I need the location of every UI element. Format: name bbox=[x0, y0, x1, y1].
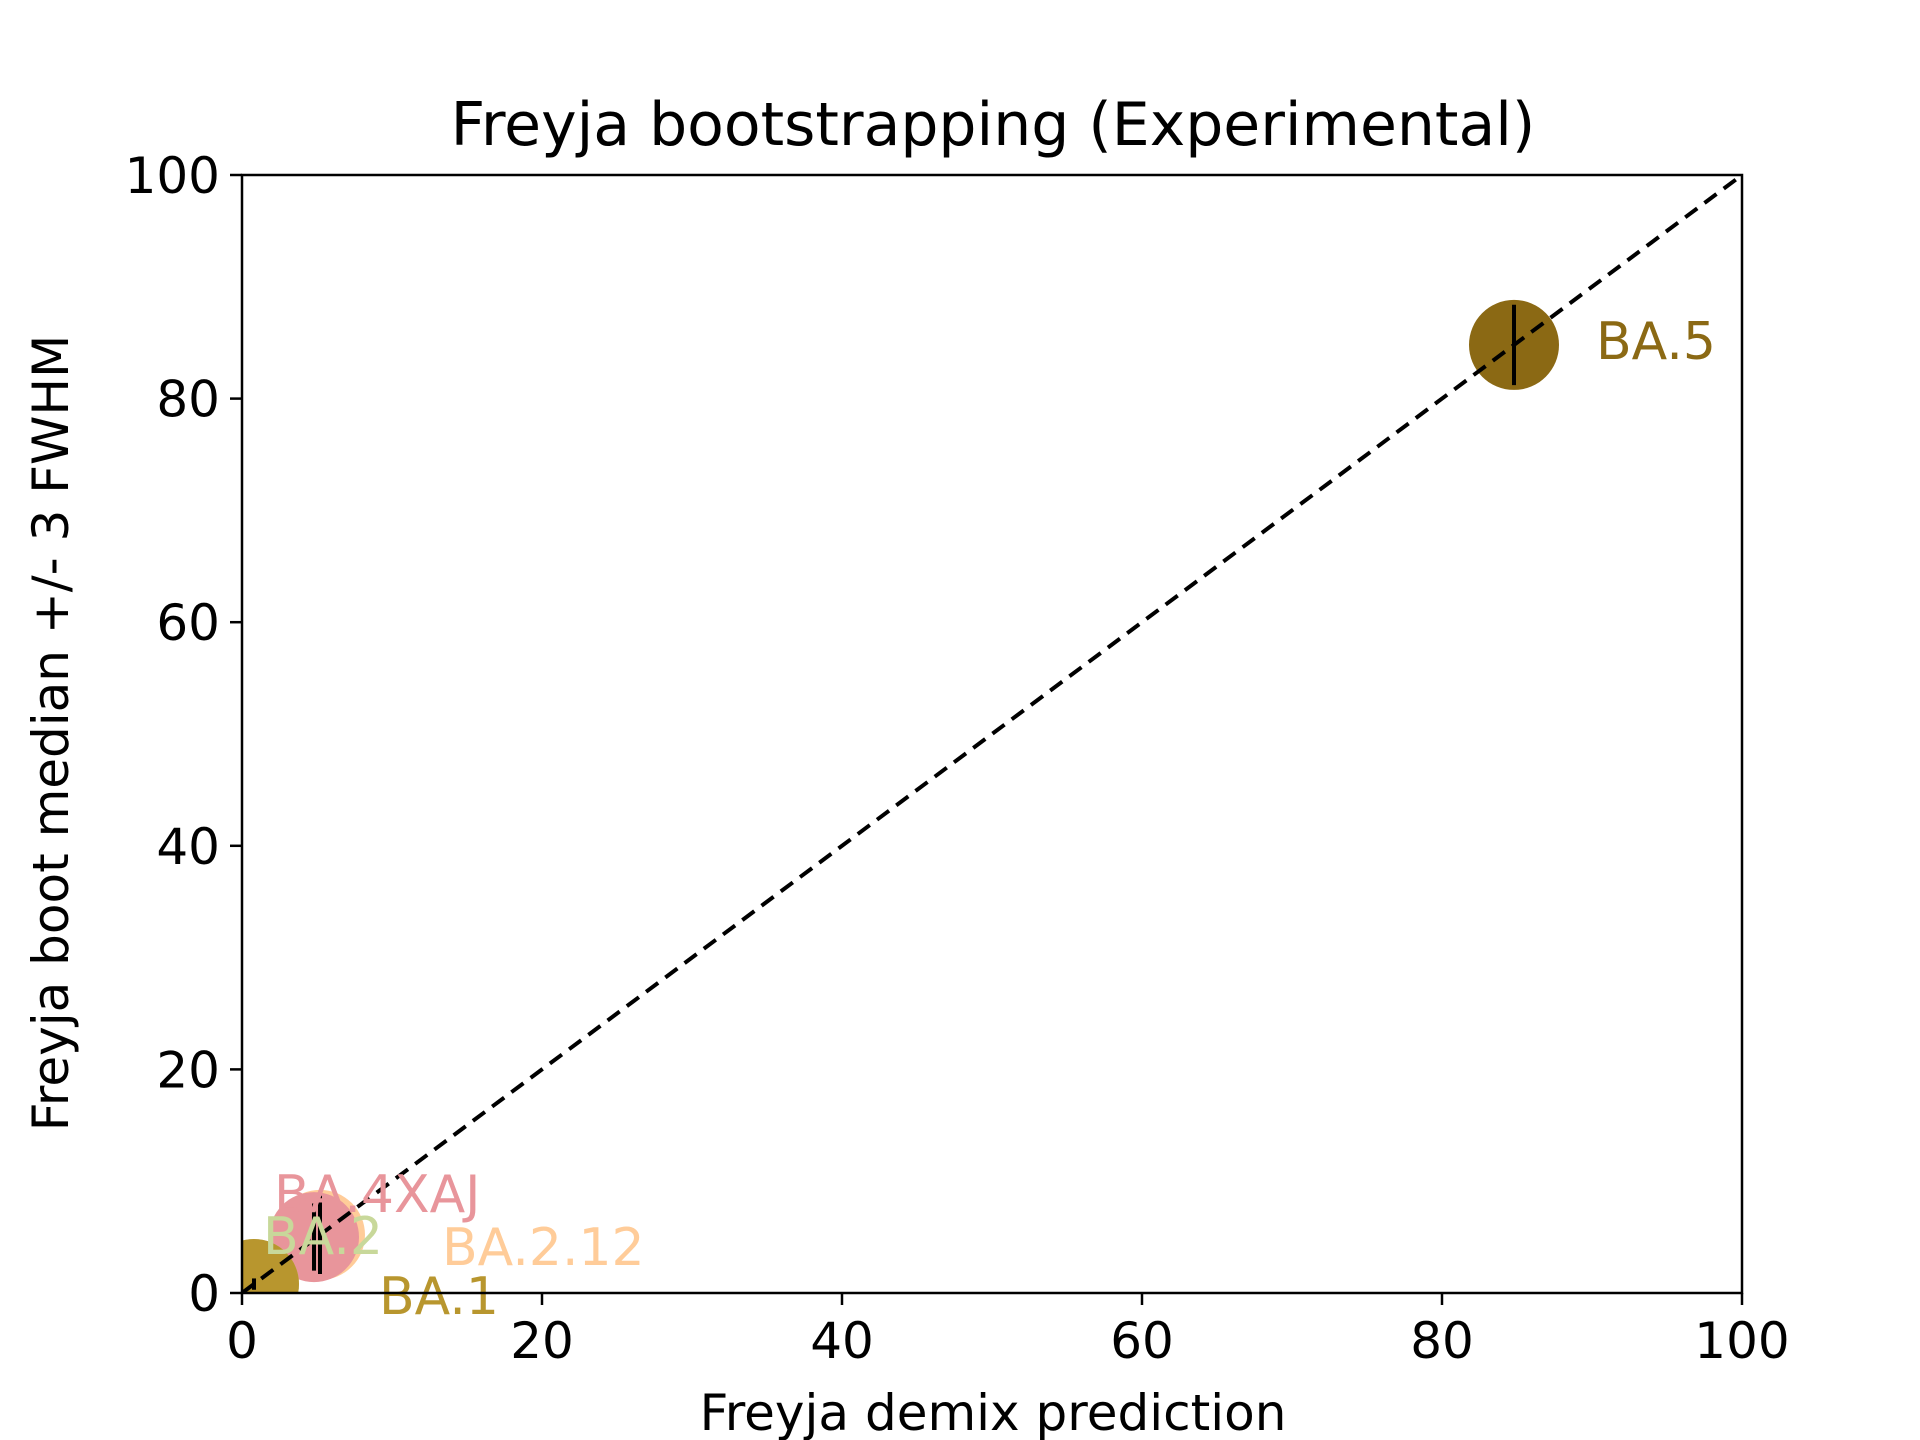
y-tick-label: 80 bbox=[156, 371, 220, 429]
x-tick-label: 100 bbox=[1694, 1312, 1789, 1370]
markers-group bbox=[242, 175, 1742, 1293]
point-label-ba-4xaj: BA.4XAJ bbox=[274, 1165, 480, 1225]
point-label-ba-5: BA.5 bbox=[1596, 312, 1716, 372]
y-tick-label: 40 bbox=[156, 818, 220, 876]
chart-title: Freyja bootstrapping (Experimental) bbox=[451, 90, 1536, 160]
y-tick-label: 100 bbox=[125, 147, 220, 205]
x-tick-label: 40 bbox=[810, 1312, 874, 1370]
x-tick-label: 80 bbox=[1410, 1312, 1474, 1370]
point-label-ba-2: BA.2 bbox=[263, 1207, 383, 1267]
plot-frame bbox=[240, 173, 1744, 1295]
identity-reference-line bbox=[242, 175, 1742, 1293]
axis-ticks: 0 20 40 60 80 100 0 20 40 60 80 100 bbox=[125, 147, 1790, 1370]
point-label-ba-1: BA.1 bbox=[379, 1267, 499, 1327]
x-tick-label: 0 bbox=[226, 1312, 258, 1370]
y-tick-label: 60 bbox=[156, 594, 220, 652]
y-tick-label: 20 bbox=[156, 1041, 220, 1099]
y-axis-title: Freyja boot median +/- 3 FWHM bbox=[22, 335, 80, 1131]
x-axis-title: Freyja demix prediction bbox=[700, 1384, 1287, 1440]
point-label-ba-2-12: BA.2.12 bbox=[442, 1218, 645, 1278]
x-tick-label: 20 bbox=[510, 1312, 574, 1370]
y-tick-label: 0 bbox=[188, 1265, 220, 1323]
point-ba-1 bbox=[242, 1239, 299, 1293]
x-tick-label: 60 bbox=[1110, 1312, 1174, 1370]
